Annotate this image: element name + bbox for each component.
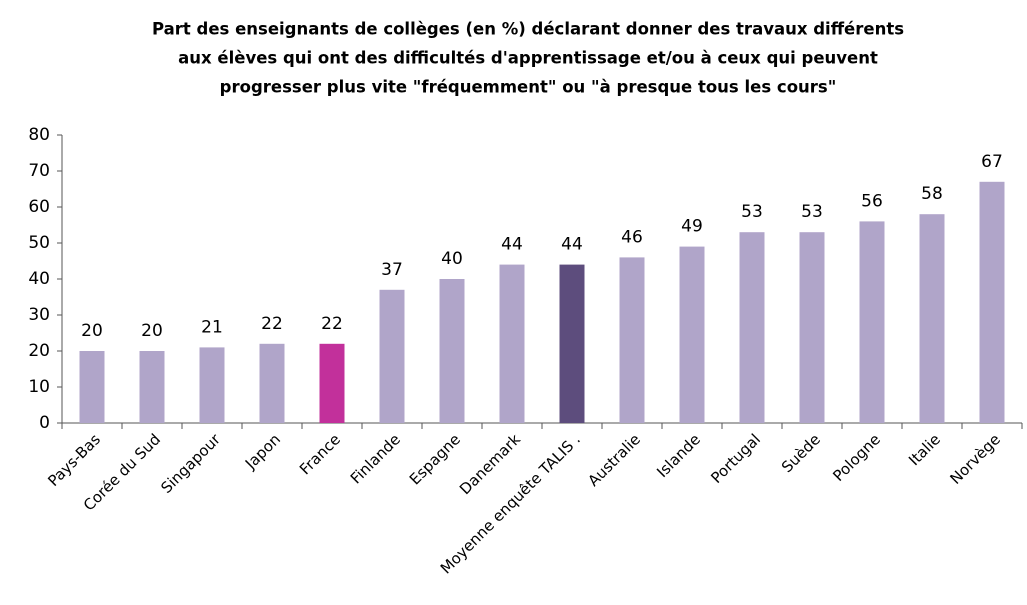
y-tick-label: 30 [28, 305, 50, 325]
data-label: 53 [741, 202, 763, 222]
bar [739, 232, 765, 423]
x-tick-label: Pologne [829, 430, 884, 485]
bar [199, 347, 225, 423]
x-tick-label: Italie [905, 430, 944, 469]
bar [919, 214, 945, 423]
bar [979, 181, 1005, 423]
data-label: 22 [261, 314, 283, 334]
data-label: 46 [621, 227, 643, 247]
bar [799, 232, 825, 423]
bar [439, 279, 465, 423]
y-tick-label: 70 [28, 161, 50, 181]
bar [259, 343, 285, 423]
x-tick-label: Singapour [157, 430, 224, 497]
y-tick-label: 80 [28, 125, 50, 145]
data-label: 37 [381, 260, 403, 280]
data-label: 40 [441, 249, 463, 269]
chart-title: progresser plus vite "fréquemment" ou "à… [220, 78, 837, 97]
x-tick-label: Norvège [946, 430, 1004, 488]
y-tick-label: 50 [28, 233, 50, 253]
data-label: 44 [561, 235, 583, 255]
bar [619, 257, 645, 423]
x-tick-label: Islande [653, 430, 704, 481]
x-tick-label: Suède [778, 430, 824, 476]
bar [379, 289, 405, 423]
x-tick-label: France [296, 430, 344, 478]
bar [319, 343, 345, 423]
data-label: 67 [981, 152, 1003, 172]
data-label: 22 [321, 314, 343, 334]
chart-title: Part des enseignants de collèges (en %) … [152, 20, 904, 39]
x-tick-label: Japon [241, 430, 284, 473]
y-tick-label: 0 [39, 413, 50, 433]
chart-title: aux élèves qui ont des difficultés d'app… [178, 49, 878, 68]
data-label: 56 [861, 191, 883, 211]
data-label: 58 [921, 184, 943, 204]
y-tick-label: 10 [28, 377, 50, 397]
data-label: 20 [141, 321, 163, 341]
bar [139, 351, 165, 423]
x-tick-label: Finlande [347, 430, 404, 487]
y-tick-label: 60 [28, 197, 50, 217]
x-tick-label: Espagne [406, 430, 464, 488]
data-label: 49 [681, 217, 703, 237]
y-tick-label: 40 [28, 269, 50, 289]
x-tick-label: Australie [584, 430, 644, 490]
bar [499, 264, 525, 423]
data-label: 44 [501, 235, 523, 255]
data-label: 21 [201, 317, 223, 337]
x-tick-label: Pays-Bas [44, 430, 104, 490]
bar [79, 351, 105, 423]
data-label: 53 [801, 202, 823, 222]
data-label: 20 [81, 321, 103, 341]
bar [859, 221, 885, 423]
y-tick-label: 20 [28, 341, 50, 361]
bar [679, 246, 705, 423]
bar [559, 264, 585, 423]
x-tick-label: Portugal [707, 430, 764, 487]
